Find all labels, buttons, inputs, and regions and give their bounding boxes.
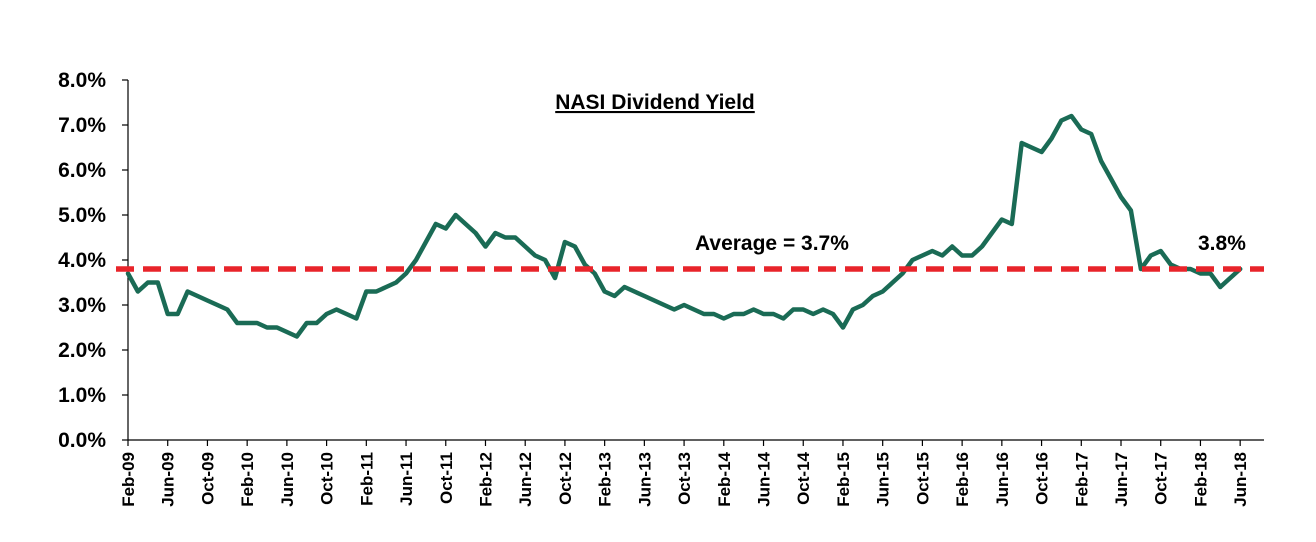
x-tick-label: Feb-13 [596, 452, 615, 507]
x-tick-label: Oct-10 [318, 452, 337, 505]
x-tick-label: Jun-14 [755, 451, 774, 506]
chart-title: NASI Dividend Yield [555, 91, 755, 114]
y-tick-label: 4.0% [58, 249, 106, 272]
x-tick-label: Jun-10 [278, 452, 297, 507]
x-tick-label: Feb-18 [1191, 452, 1210, 507]
x-tick-label: Oct-11 [437, 452, 456, 504]
x-tick-label: Jun-15 [874, 452, 893, 507]
y-tick-label: 5.0% [58, 204, 106, 227]
series-layer [125, 113, 1243, 339]
x-tick-label: Jun-18 [1231, 452, 1250, 507]
x-tick-label: Jun-12 [516, 452, 535, 507]
y-tick-label: 1.0% [58, 384, 106, 407]
x-tick-label: Jun-11 [397, 452, 416, 506]
x-tick-label: Feb-11 [357, 452, 376, 506]
series-line [125, 113, 1243, 339]
x-tick-label: Oct-12 [556, 452, 575, 505]
x-tick-label: Feb-14 [715, 451, 734, 506]
y-axis: 0.0% 1.0% 2.0% 3.0% 4.0% 5.0% 6.0% 7.0% 8.0% [58, 69, 129, 452]
x-tick-label: Feb-17 [1072, 452, 1091, 507]
x-tick-label: Oct-17 [1152, 452, 1171, 505]
x-tick-label: Jun-09 [159, 452, 178, 507]
x-tick-label: Jun-13 [635, 452, 654, 507]
y-tick-label: 8.0% [58, 69, 106, 92]
x-tick-label: Oct-15 [913, 452, 932, 505]
last-value-label: 3.8% [1198, 232, 1246, 255]
x-tick-label: Feb-15 [834, 452, 853, 507]
y-tick-label: 7.0% [58, 114, 106, 137]
x-tick-label: Feb-12 [476, 452, 495, 507]
x-tick-label: Feb-09 [119, 452, 138, 507]
x-tick-label: Oct-09 [198, 452, 217, 505]
x-tick-label: Oct-16 [1033, 452, 1052, 505]
x-tick-label: Feb-16 [953, 452, 972, 507]
x-tick-label: Oct-13 [675, 452, 694, 505]
average-label: Average = 3.7% [695, 232, 849, 255]
y-tick-label: 0.0% [58, 429, 106, 452]
x-tick-label: Jun-16 [993, 452, 1012, 507]
y-tick-label: 3.0% [58, 294, 106, 317]
y-tick-label: 6.0% [58, 159, 106, 182]
x-tick-label: Jun-17 [1112, 452, 1131, 507]
x-tick-label: Feb-10 [238, 452, 257, 507]
x-axis: Feb-09 Jun-09 Oct-09 Feb-10 Jun-10 Oct-10 Feb-… [119, 439, 1264, 507]
x-tick-label: Oct-14 [794, 451, 813, 504]
y-tick-label: 2.0% [58, 339, 106, 362]
